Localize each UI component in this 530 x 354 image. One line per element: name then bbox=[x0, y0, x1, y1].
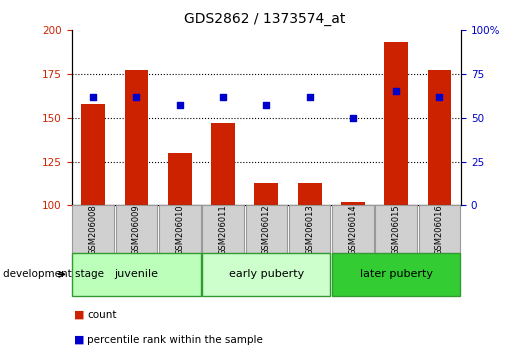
Bar bbox=[211, 123, 235, 205]
Text: ■: ■ bbox=[74, 310, 85, 320]
Bar bbox=[419, 205, 460, 253]
Bar bbox=[202, 205, 244, 253]
Point bbox=[392, 88, 401, 94]
Bar bbox=[375, 205, 417, 253]
Text: development stage: development stage bbox=[3, 269, 104, 279]
Point bbox=[435, 94, 444, 99]
Bar bbox=[159, 205, 200, 253]
Text: GSM206012: GSM206012 bbox=[262, 204, 271, 255]
Text: ■: ■ bbox=[74, 335, 85, 345]
Point bbox=[262, 103, 270, 108]
Bar bbox=[202, 253, 330, 296]
Text: GSM206014: GSM206014 bbox=[348, 204, 357, 255]
Text: GSM206015: GSM206015 bbox=[392, 204, 401, 255]
Point bbox=[305, 94, 314, 99]
Point bbox=[219, 94, 227, 99]
Text: GSM206016: GSM206016 bbox=[435, 204, 444, 255]
Bar bbox=[73, 253, 200, 296]
Text: percentile rank within the sample: percentile rank within the sample bbox=[87, 335, 263, 345]
Point bbox=[89, 94, 98, 99]
Bar bbox=[428, 70, 452, 205]
Bar bbox=[81, 104, 105, 205]
Text: GSM206008: GSM206008 bbox=[89, 204, 98, 255]
Text: GSM206010: GSM206010 bbox=[175, 204, 184, 255]
Text: count: count bbox=[87, 310, 117, 320]
Text: later puberty: later puberty bbox=[360, 269, 432, 279]
Bar bbox=[298, 183, 322, 205]
Text: GSM206011: GSM206011 bbox=[218, 204, 227, 255]
Bar bbox=[73, 205, 114, 253]
Bar bbox=[125, 70, 148, 205]
Text: juvenile: juvenile bbox=[114, 269, 158, 279]
Point bbox=[349, 115, 357, 120]
Text: early puberty: early puberty bbox=[229, 269, 304, 279]
Bar bbox=[332, 253, 460, 296]
Bar bbox=[332, 205, 374, 253]
Point bbox=[132, 94, 141, 99]
Bar bbox=[168, 153, 192, 205]
Bar bbox=[245, 205, 287, 253]
Bar bbox=[384, 42, 408, 205]
Bar bbox=[254, 183, 278, 205]
Text: GSM206013: GSM206013 bbox=[305, 204, 314, 255]
Text: GDS2862 / 1373574_at: GDS2862 / 1373574_at bbox=[184, 12, 346, 27]
Bar bbox=[289, 205, 330, 253]
Bar bbox=[116, 205, 157, 253]
Point bbox=[175, 103, 184, 108]
Text: GSM206009: GSM206009 bbox=[132, 204, 141, 255]
Bar bbox=[341, 202, 365, 205]
